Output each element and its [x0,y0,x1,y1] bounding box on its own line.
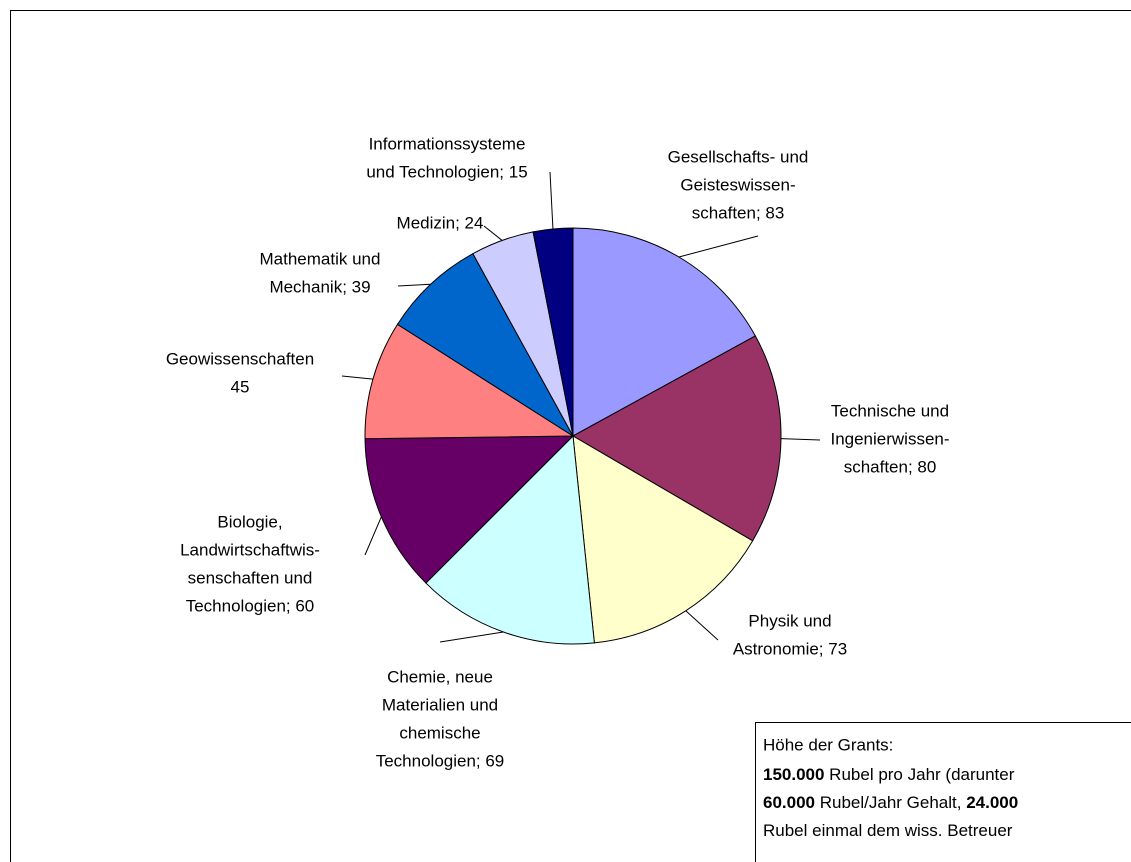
leader-line [439,631,504,643]
pie-slice [364,323,575,440]
note-line: Rubel einmal dem wiss. Betreuer [763,821,1013,840]
slice-label: Technische und [831,401,949,420]
slice-label: Gesellschafts- und [668,147,809,166]
slice-label: 45 [231,377,250,396]
slice-label: Chemie, neue [387,667,493,686]
slice-label: Landwirtschaftwis- [180,540,320,559]
slice-label: Physik und [748,611,831,630]
slice-label: Technologien; 69 [376,751,505,770]
slice-label: Medizin; 24 [397,213,484,232]
pie-slice [425,434,595,645]
note-line: 60.000 Rubel/Jahr Gehalt, 24.000 [763,793,1018,812]
leader-line [549,171,554,229]
note-segment: 24.000 [966,793,1018,812]
slice-label: Ingenierwissen- [830,429,949,448]
pie-slice [571,335,782,542]
leader-line [397,283,431,287]
slice-label: senschaften und [188,568,313,587]
pie-slice [364,435,575,584]
leader-line [341,375,373,380]
leader-line [678,235,759,258]
note-segment: Rubel/Jahr Gehalt, [815,793,966,812]
slice-label: schaften; 83 [692,203,785,222]
leader-line [780,438,821,441]
slice-label: Informationssysteme [369,134,526,153]
pie-slice [572,435,754,644]
leader-line [364,516,382,556]
slice-label: Mechanik; 39 [269,277,370,296]
slice-label: und Technologien; 15 [366,162,527,181]
note-line: 150.000 Rubel pro Jahr (darunter [763,765,1015,784]
slice-label: chemische [399,723,480,742]
pie-slice [396,252,574,437]
note-segment: 150.000 [763,765,824,784]
slice-label: Geowissenschaften [166,349,314,368]
note-segment: 60.000 [763,793,815,812]
slice-label: Materialien und [382,695,498,714]
note-title: Höhe der Grants: [763,735,893,754]
slice-label: Mathematik und [260,249,381,268]
note-segment: Rubel pro Jahr (darunter [824,765,1014,784]
note-segment: Rubel einmal dem wiss. Betreuer [763,821,1013,840]
slice-label: Astronomie; 73 [733,639,847,658]
slice-label: Technologien; 60 [186,596,315,615]
pie-slice [572,227,757,437]
note-box [755,722,1131,862]
leader-line [685,610,719,641]
slice-label: Geisteswissen- [680,175,795,194]
slice-label: schaften; 80 [844,457,937,476]
leader-line [483,225,503,241]
slice-label: Biologie, [217,512,282,531]
